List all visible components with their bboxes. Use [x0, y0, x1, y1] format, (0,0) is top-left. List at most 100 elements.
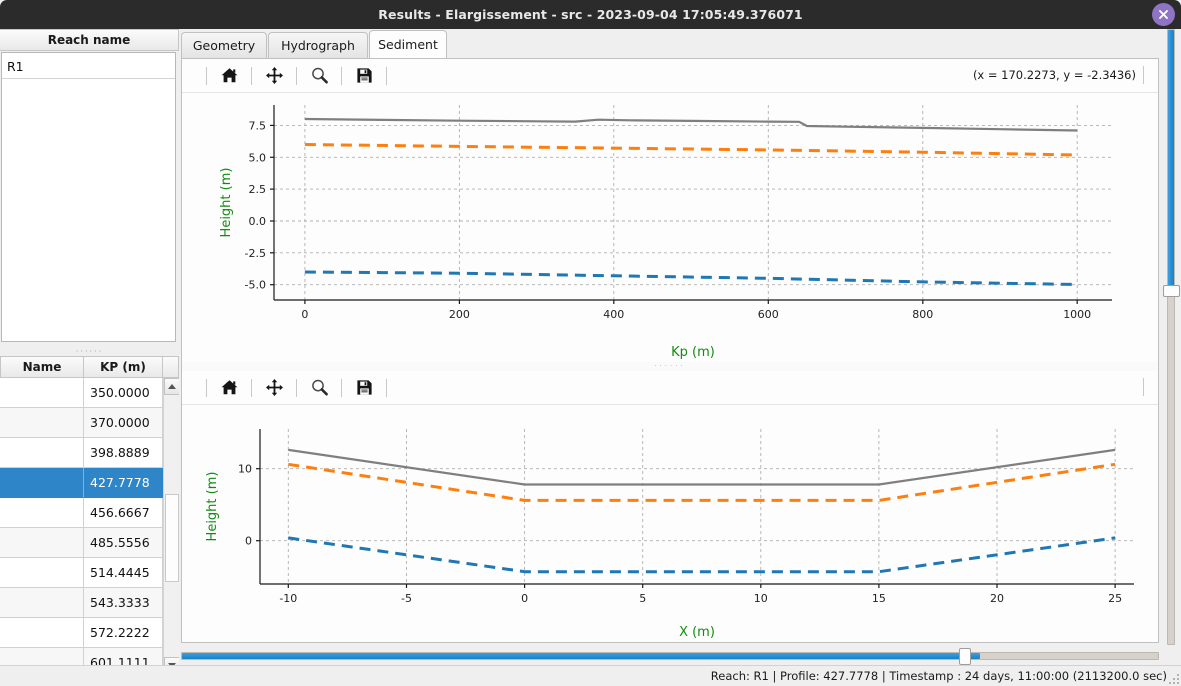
cell-kp[interactable]: 572.2222 — [84, 618, 163, 648]
list-item[interactable]: R1 — [2, 53, 175, 79]
y-tick-label: 10 — [238, 463, 252, 476]
toolbar-divider — [1143, 66, 1144, 84]
table-row[interactable]: 514.4445 — [0, 558, 163, 588]
profile-slider-vertical[interactable] — [1162, 29, 1180, 665]
slider-handle[interactable] — [959, 648, 972, 665]
plot-splitter-handle[interactable]: ······ — [182, 362, 1158, 371]
x-tick-label: 5 — [639, 592, 646, 605]
cell-name[interactable] — [0, 528, 84, 558]
pan-icon[interactable] — [260, 63, 288, 89]
splitter-dots-icon: ······ — [75, 346, 104, 356]
longitudinal-profile-svg: 7.5 5.0 2.5 0.0 -2.5 -5.0 0 200 400 600 800 1000 Hei… — [219, 105, 1112, 360]
x-axis-label: Kp (m) — [671, 345, 715, 360]
series-sediment-layer — [304, 143, 1078, 157]
home-icon[interactable] — [215, 63, 243, 89]
y-tick-label: 2.5 — [249, 183, 267, 196]
x-tick-label: 15 — [872, 592, 886, 605]
table-row[interactable]: 572.2222 — [0, 618, 163, 648]
toolbar-divider — [296, 66, 297, 85]
y-tick-label: 7.5 — [249, 119, 267, 132]
cell-name[interactable] — [0, 468, 84, 498]
save-icon[interactable] — [350, 375, 378, 401]
cell-kp[interactable]: 543.3333 — [84, 588, 163, 618]
reach-name-column-header: Reach name — [0, 29, 179, 51]
toolbar-divider — [386, 66, 387, 85]
close-icon[interactable] — [1152, 3, 1175, 26]
plot2-canvas[interactable]: 0 10 -10 -5 0 5 10 15 20 25 Height (m) X (m) — [182, 405, 1158, 642]
profile-table: Name KP (m) 350.0000 370.0000 398.8889 427.… — [0, 356, 180, 674]
y-tick-label: 5.0 — [249, 151, 267, 164]
scrollbar-thumb[interactable] — [165, 494, 179, 582]
slider-track[interactable] — [1167, 29, 1175, 645]
toolbar-divider — [386, 378, 387, 397]
profile-table-scrollbar[interactable] — [163, 378, 180, 674]
column-header-kp[interactable]: KP (m) — [84, 356, 163, 378]
cross-section-plot: 0 10 -10 -5 0 5 10 15 20 25 Height (m) X (m) — [182, 371, 1158, 642]
longitudinal-profile-plot: (x = 170.2273, y = -2.3436) 7.5 5.0 2.5 0.0… — [182, 59, 1158, 362]
y-tick-label: 0 — [245, 535, 252, 548]
cell-kp[interactable]: 350.0000 — [84, 378, 163, 408]
cell-kp[interactable]: 398.8889 — [84, 438, 163, 468]
x-tick-label: 0 — [521, 592, 528, 605]
toolbar-divider — [251, 66, 252, 85]
profile-table-body[interactable]: 350.0000 370.0000 398.8889 427.7778 456.6667… — [0, 378, 163, 674]
cell-kp[interactable]: 427.7778 — [84, 468, 163, 498]
toolbar-divider — [341, 378, 342, 397]
cell-kp[interactable]: 370.0000 — [84, 408, 163, 438]
column-header-name[interactable]: Name — [0, 356, 84, 378]
cell-name[interactable] — [0, 558, 84, 588]
table-row[interactable]: 427.7778 — [0, 468, 163, 498]
table-row[interactable]: 370.0000 — [0, 408, 163, 438]
table-row[interactable]: 350.0000 — [0, 378, 163, 408]
plot1-canvas[interactable]: 7.5 5.0 2.5 0.0 -2.5 -5.0 0 200 400 600 800 1000 Hei… — [182, 93, 1158, 362]
x-tick-label: 200 — [449, 308, 470, 321]
table-row[interactable]: 456.6667 — [0, 498, 163, 528]
cell-name[interactable] — [0, 588, 84, 618]
cell-kp[interactable]: 485.5556 — [84, 528, 163, 558]
cell-kp[interactable]: 514.4445 — [84, 558, 163, 588]
tab-geometry[interactable]: Geometry — [181, 32, 267, 58]
cell-name[interactable] — [0, 618, 84, 648]
zoom-icon[interactable] — [305, 63, 333, 89]
x-tick-label: 25 — [1108, 592, 1122, 605]
panel-splitter-handle[interactable]: ······ — [0, 347, 179, 356]
y-axis-label: Height (m) — [205, 472, 220, 542]
table-row[interactable]: 543.3333 — [0, 588, 163, 618]
pan-icon[interactable] — [260, 375, 288, 401]
cell-name[interactable] — [0, 408, 84, 438]
table-row[interactable]: 398.8889 — [0, 438, 163, 468]
tab-sediment[interactable]: Sediment — [369, 30, 447, 58]
toolbar-divider — [341, 66, 342, 85]
resize-grip-icon[interactable] — [1167, 672, 1179, 684]
reach-list[interactable]: R1 — [1, 52, 176, 342]
x-tick-label: 10 — [754, 592, 768, 605]
home-icon[interactable] — [215, 375, 243, 401]
tab-hydrograph[interactable]: Hydrograph — [268, 32, 368, 58]
save-icon[interactable] — [350, 63, 378, 89]
slider-handle[interactable] — [1163, 285, 1180, 297]
cell-name[interactable] — [0, 498, 84, 528]
slider-track[interactable] — [181, 652, 1159, 660]
cell-name[interactable] — [0, 378, 84, 408]
plot2-toolbar — [182, 371, 1158, 405]
scroll-up-icon[interactable] — [164, 378, 180, 395]
cell-kp[interactable]: 456.6667 — [84, 498, 163, 528]
x-tick-label: 400 — [603, 308, 624, 321]
x-tick-label: 600 — [758, 308, 779, 321]
timestep-slider-horizontal[interactable] — [181, 647, 1159, 665]
splitter-dots-icon: ······ — [654, 362, 686, 370]
series-surface — [304, 117, 1078, 132]
x-tick-label: 20 — [990, 592, 1004, 605]
toolbar-divider — [206, 66, 207, 85]
slider-fill — [1168, 30, 1174, 288]
coordinate-readout: (x = 170.2273, y = -2.3436) — [972, 68, 1136, 82]
column-header-spacer — [163, 356, 179, 378]
cell-name[interactable] — [0, 438, 84, 468]
table-row[interactable]: 485.5556 — [0, 528, 163, 558]
profile-table-header: Name KP (m) — [0, 356, 179, 378]
toolbar-divider — [251, 378, 252, 397]
status-bar: Reach: R1 | Profile: 427.7778 | Timestam… — [0, 665, 1181, 686]
toolbar-divider — [206, 378, 207, 397]
zoom-icon[interactable] — [305, 375, 333, 401]
plot1-toolbar: (x = 170.2273, y = -2.3436) — [182, 59, 1158, 93]
